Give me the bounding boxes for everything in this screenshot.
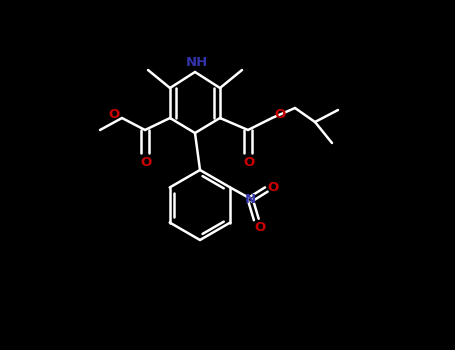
Text: O: O — [243, 156, 255, 169]
Text: O: O — [141, 156, 152, 169]
Text: O: O — [255, 221, 266, 234]
Text: O: O — [274, 107, 286, 120]
Text: NH: NH — [186, 56, 208, 69]
Text: O: O — [268, 181, 279, 194]
Text: O: O — [108, 107, 120, 120]
Text: N: N — [245, 193, 256, 206]
